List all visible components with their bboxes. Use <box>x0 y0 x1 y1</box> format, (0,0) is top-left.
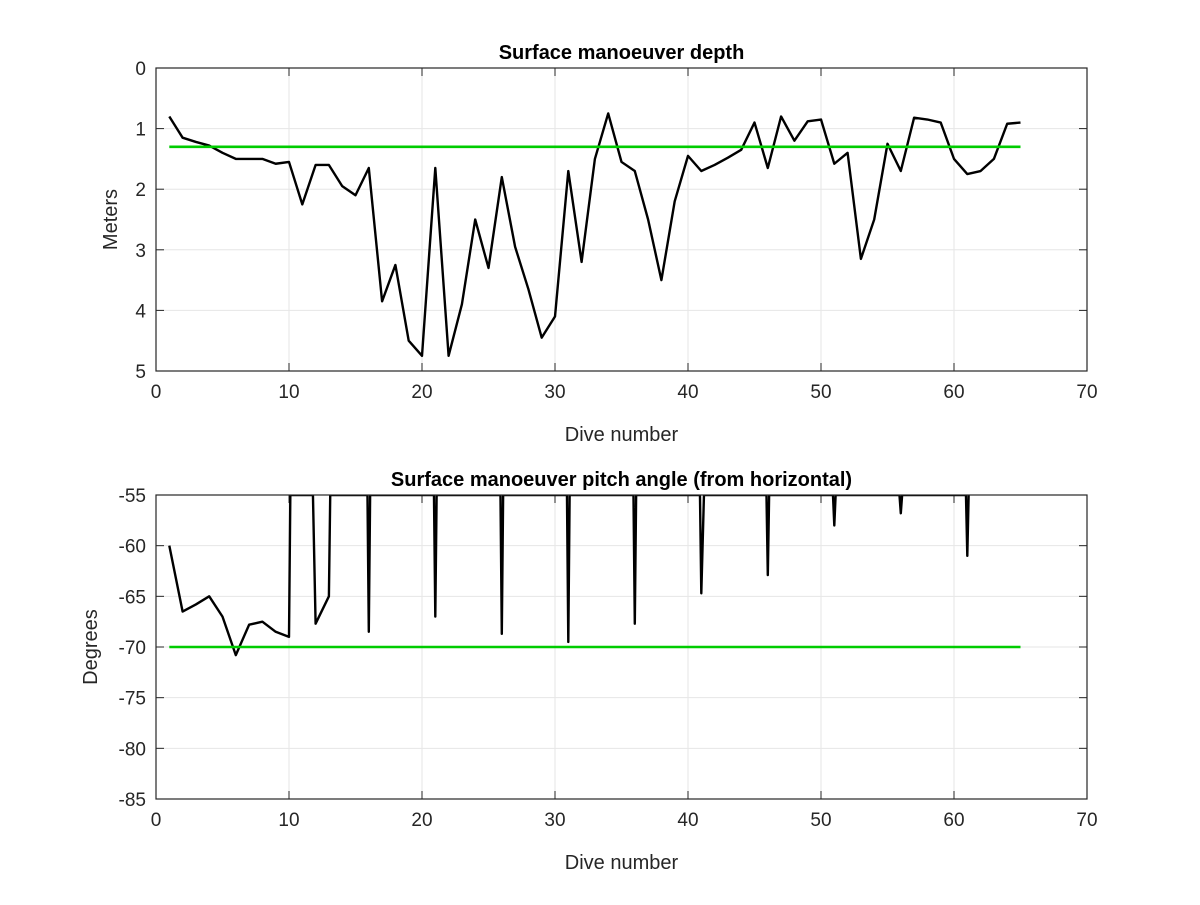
chart-title: Surface manoeuver depth <box>499 42 745 64</box>
axes-frame <box>155 67 1088 372</box>
x-tick-label: 50 <box>810 810 831 831</box>
chart-2: 0 10 20 30 40 50 60 70 -55 -60 -65 -70 -75 -80 -85 Surf… <box>80 469 1098 874</box>
y-tick-label: -70 <box>119 638 146 659</box>
y-tick-label: -55 <box>119 486 146 507</box>
y-tick-label: -60 <box>119 537 146 558</box>
y-tick-label: 5 <box>135 362 146 383</box>
y-tick-label: 2 <box>135 180 146 201</box>
data-series-line <box>168 495 970 657</box>
x-tick-label: 20 <box>411 382 432 403</box>
data-series-line <box>168 112 1021 358</box>
x-axis-label: Dive number <box>565 424 679 446</box>
y-tick-label: -75 <box>119 689 146 710</box>
y-axis-label: Degrees <box>80 609 102 685</box>
y-tick-label: -85 <box>119 790 146 811</box>
x-axis-label: Dive number <box>565 852 679 874</box>
y-tick-label: -80 <box>119 739 146 760</box>
y-tick-label: -65 <box>119 587 146 608</box>
plot-area <box>156 68 1087 371</box>
y-tick-label: 3 <box>135 241 146 262</box>
x-tick-label: 40 <box>677 382 698 403</box>
x-tick-label: 30 <box>544 382 565 403</box>
x-tick-label: 60 <box>943 810 964 831</box>
chart-1: 0 10 20 30 40 50 60 70 0 1 2 3 4 5 Surface manoeuver d… <box>100 42 1098 446</box>
y-tick-label: 1 <box>135 120 146 141</box>
x-tick-label: 70 <box>1076 382 1097 403</box>
x-tick-label: 10 <box>278 810 299 831</box>
x-tick-label: 20 <box>411 810 432 831</box>
x-tick-label: 70 <box>1076 810 1097 831</box>
x-tick-label: 60 <box>943 382 964 403</box>
x-tick-label: 40 <box>677 810 698 831</box>
axes-frame <box>155 494 1088 800</box>
chart-title: Surface manoeuver pitch angle (from hori… <box>391 469 852 491</box>
x-tick-label: 0 <box>151 810 162 831</box>
x-tick-label: 10 <box>278 382 299 403</box>
x-tick-label: 50 <box>810 382 831 403</box>
y-axis-label: Meters <box>100 189 122 250</box>
x-tick-label: 30 <box>544 810 565 831</box>
y-tick-label: 4 <box>135 301 146 322</box>
y-tick-label: 0 <box>135 59 146 80</box>
x-tick-label: 0 <box>151 382 162 403</box>
